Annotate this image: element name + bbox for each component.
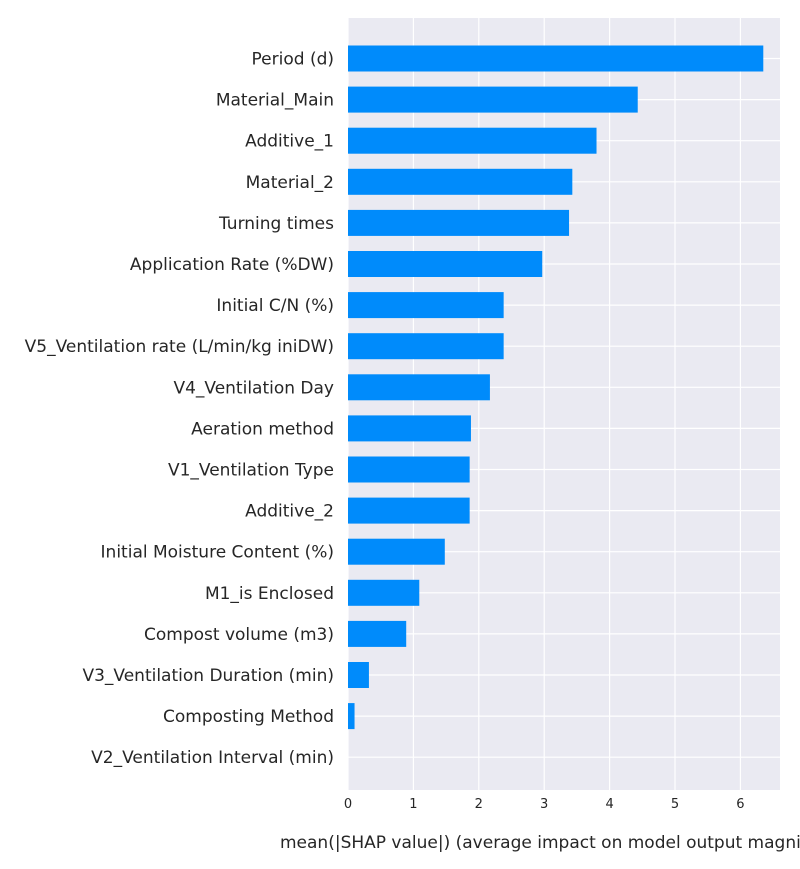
category-label-3: Material_2 xyxy=(246,173,334,193)
bar-4 xyxy=(348,209,570,236)
category-label-13: M1_is Enclosed xyxy=(205,584,334,604)
bar-12 xyxy=(348,538,445,565)
bar-14 xyxy=(348,620,407,647)
category-label-7: V5_Ventilation rate (L/min/kg iniDW) xyxy=(25,337,334,357)
bar-2 xyxy=(348,127,597,154)
category-label-14: Compost volume (m3) xyxy=(144,625,334,645)
bar-8 xyxy=(348,374,490,401)
bar-16 xyxy=(348,703,355,730)
category-label-15: V3_Ventilation Duration (min) xyxy=(82,666,334,686)
bar-0 xyxy=(348,45,764,72)
category-label-1: Material_Main xyxy=(216,91,334,111)
bar-1 xyxy=(348,86,638,113)
bar-15 xyxy=(348,662,369,688)
bar-9 xyxy=(348,415,471,442)
x-axis-title: mean(|SHAP value|) (average impact on mo… xyxy=(280,833,800,853)
bar-3 xyxy=(348,168,573,195)
category-label-5: Application Rate (%DW) xyxy=(130,255,334,275)
x-tick-label-2: 2 xyxy=(475,797,483,812)
category-label-11: Additive_2 xyxy=(245,502,334,522)
category-label-12: Initial Moisture Content (%) xyxy=(101,543,334,563)
x-tick-label-0: 0 xyxy=(344,797,352,812)
bar-10 xyxy=(348,456,470,483)
category-label-16: Composting Method xyxy=(163,707,334,727)
category-label-2: Additive_1 xyxy=(245,132,334,152)
x-tick-label-3: 3 xyxy=(540,797,548,812)
category-label-4: Turning times xyxy=(218,214,334,234)
category-label-10: V1_Ventilation Type xyxy=(168,461,334,481)
x-tick-label-4: 4 xyxy=(605,797,613,812)
x-tick-label-6: 6 xyxy=(736,797,744,812)
x-tick-label-1: 1 xyxy=(409,797,417,812)
bars xyxy=(348,45,764,730)
bar-6 xyxy=(348,292,504,319)
category-label-6: Initial C/N (%) xyxy=(216,296,334,316)
bar-11 xyxy=(348,497,470,524)
category-label-0: Period (d) xyxy=(252,50,334,70)
category-label-8: V4_Ventilation Day xyxy=(173,378,334,398)
bar-7 xyxy=(348,333,504,360)
x-tick-label-5: 5 xyxy=(671,797,679,812)
category-label-9: Aeration method xyxy=(191,419,334,439)
bar-5 xyxy=(348,251,543,277)
x-tick-labels: 0 1 2 3 4 5 6 xyxy=(344,797,745,812)
category-label-17: V2_Ventilation Interval (min) xyxy=(91,748,334,768)
category-labels: Period (d) Material_Main Additive_1 Materia… xyxy=(25,50,334,769)
bar-13 xyxy=(348,579,420,606)
